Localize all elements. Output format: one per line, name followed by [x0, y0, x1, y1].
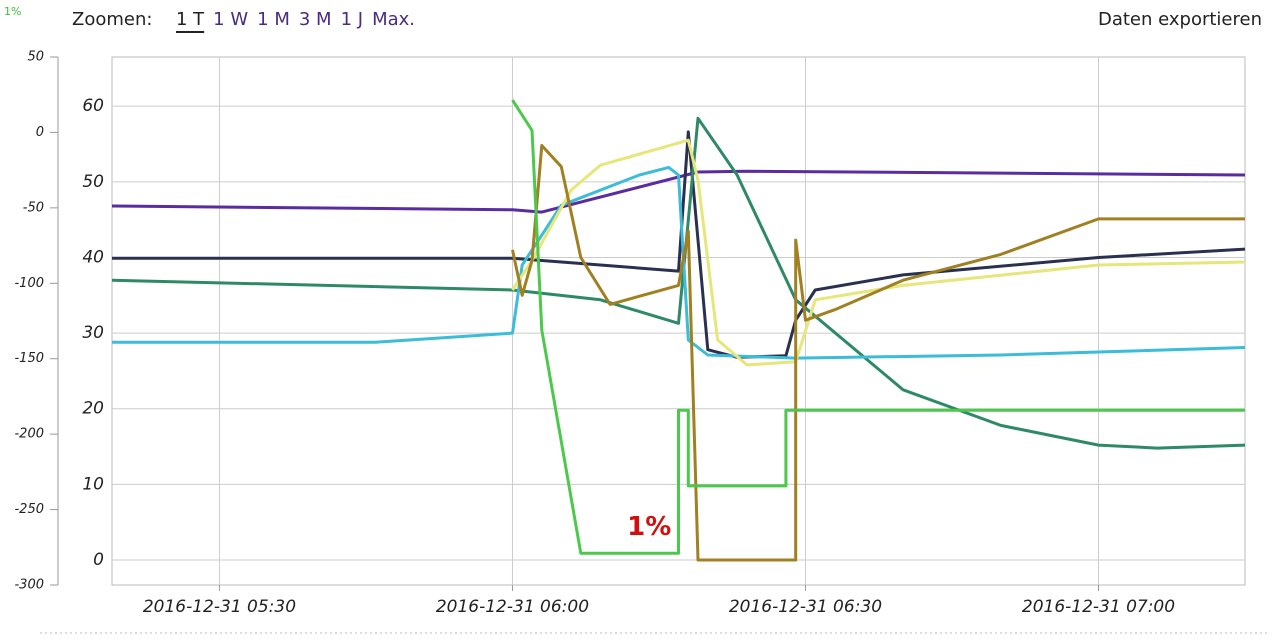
zoom-button[interactable]: 3 M: [299, 9, 332, 30]
zoom-button[interactable]: 1 T: [176, 9, 205, 30]
series-line: [511, 138, 1246, 367]
y-tick-label: 30: [82, 323, 104, 343]
y2-tick-label: -50: [23, 200, 44, 215]
zoom-label: Zoomen:: [72, 9, 152, 30]
series-line: [511, 144, 1245, 562]
series-line: [511, 99, 1245, 555]
y2-tick-label: -200: [14, 427, 44, 442]
y-tick-label: 0: [93, 550, 104, 570]
x-tick-label: 2016-12-31 06:00: [436, 597, 589, 617]
y-tick-label: 50: [82, 172, 104, 192]
y2-tick-label: 50: [27, 50, 44, 65]
zoom-button[interactable]: 1 J: [341, 9, 363, 30]
zoom-button[interactable]: 1 W: [213, 9, 248, 30]
series-line: [111, 169, 1246, 214]
y-tick-label: 10: [82, 474, 104, 494]
zoom-button[interactable]: 1 M: [257, 9, 290, 30]
y-tick-label: 40: [82, 247, 104, 267]
x-tick-label: 2016-12-31 05:30: [143, 597, 296, 617]
corner-label: 1%: [4, 5, 21, 18]
y2-tick-label: 0: [36, 125, 44, 140]
annotation: 1%: [627, 512, 671, 542]
y2-tick-label: -250: [14, 502, 44, 517]
y2-tick-label: -300: [14, 578, 44, 593]
plot-frame: [111, 56, 1246, 586]
zoom-button[interactable]: Max.: [372, 9, 415, 30]
x-tick-label: 2016-12-31 07:00: [1022, 597, 1175, 617]
zoom-buttons: 1 T 1 W 1 M 3 M 1 J Max.: [176, 9, 415, 30]
y-tick-label: 60: [82, 96, 104, 116]
series-line: [112, 130, 1246, 359]
series-line: [111, 116, 1246, 450]
x-tick-label: 2016-12-31 06:30: [729, 597, 882, 617]
y-tick-label: 20: [82, 399, 104, 419]
y2-tick-label: -100: [14, 276, 44, 291]
y2-tick-label: -150: [14, 351, 44, 366]
export-button[interactable]: Daten exportieren: [1098, 9, 1262, 30]
